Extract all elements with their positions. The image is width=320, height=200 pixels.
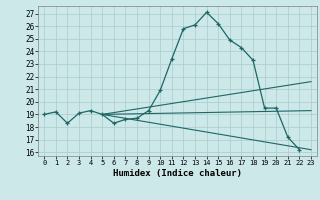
X-axis label: Humidex (Indice chaleur): Humidex (Indice chaleur) — [113, 169, 242, 178]
